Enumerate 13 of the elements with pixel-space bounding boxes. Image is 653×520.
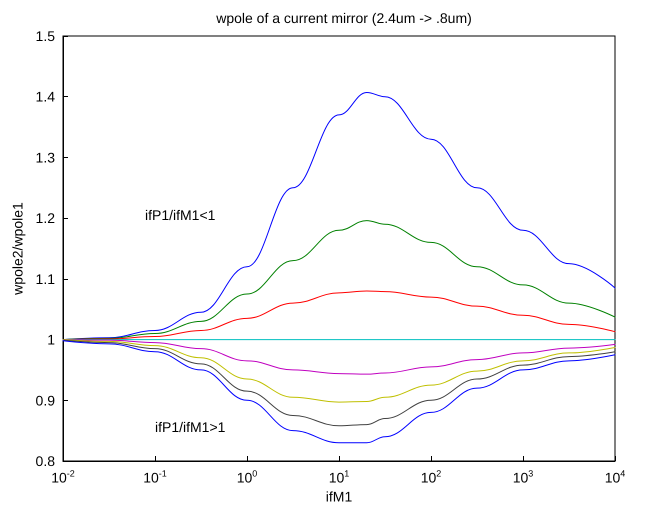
y-tick-label: 0.9 <box>36 392 56 408</box>
y-tick-label: 1.4 <box>36 88 56 105</box>
y-tick-label: 0.8 <box>36 453 56 469</box>
y-tick-label: 1.1 <box>36 270 56 287</box>
annotation: ifP1/ifM1<1 <box>145 207 216 223</box>
y-tick-label: 1.2 <box>36 210 56 226</box>
y-axis-title: wpole2/wpole1 <box>10 202 26 296</box>
annotation: ifP1/ifM1>1 <box>155 419 226 435</box>
x-axis-title: ifM1 <box>326 488 352 504</box>
y-tick-label: 1 <box>47 332 56 348</box>
chart-title: wpole of a current mirror (2.4um -> .8um) <box>215 10 472 26</box>
y-tick-label: 1.3 <box>36 149 56 166</box>
y-tick-label: 1.5 <box>36 28 56 44</box>
